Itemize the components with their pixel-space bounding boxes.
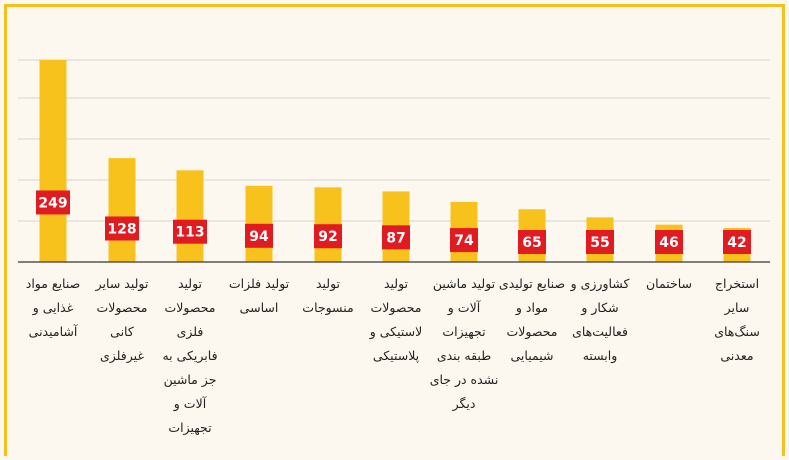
- x-tick-label: تولید محصولات فلزی فابریکی به جز ماشین آ…: [162, 276, 218, 435]
- value-label: 65: [522, 235, 541, 251]
- value-label-box: [245, 223, 273, 248]
- x-tick-label: کشاورزی و شکار و فعالیت‌های وابسته: [570, 276, 630, 363]
- value-label: 87: [386, 230, 405, 246]
- value-label-box: [382, 225, 410, 250]
- value-label-box: [655, 230, 683, 254]
- bar: [39, 60, 67, 262]
- value-label-box: [105, 216, 139, 241]
- x-tick-label: استخراج سایر سنگ‌های معدنی: [714, 276, 760, 363]
- x-tick-label: تولید سایر محصولات کانی غیرفلزی: [95, 276, 149, 363]
- value-label: 74: [454, 233, 474, 249]
- value-label: 46: [659, 235, 678, 251]
- x-tick-label: تولید ماشین آلات و تجهیزات طبقه بندی نشد…: [429, 276, 499, 411]
- value-label-box: [723, 230, 751, 254]
- value-label: 249: [38, 195, 67, 211]
- x-tick-label: تولید فلزات اساسی: [228, 276, 290, 315]
- value-label-box: [173, 219, 207, 244]
- value-label: 113: [175, 225, 204, 241]
- bar: [176, 170, 204, 262]
- x-tick-label: ساختمان: [646, 276, 692, 291]
- x-tick-label: صنایع تولیدی مواد و محصولات شیمیایی: [498, 276, 566, 363]
- x-tick-label: صنایع مواد غذایی و آشامیدنی: [25, 276, 81, 339]
- value-label-box: [450, 228, 478, 253]
- value-label: 42: [727, 235, 746, 251]
- value-label: 55: [590, 235, 609, 251]
- x-tick-label: تولید منسوجات: [302, 276, 354, 315]
- value-label: 128: [107, 221, 136, 237]
- bar: [108, 158, 136, 262]
- value-label-box: [36, 190, 70, 215]
- value-label-box: [518, 230, 546, 254]
- value-label-box: [586, 230, 614, 254]
- value-label: 92: [318, 229, 337, 245]
- value-label: 94: [249, 229, 269, 245]
- x-tick-label: تولید محصولات لاستیکی و پلاستیکی: [369, 276, 423, 363]
- value-label-box: [314, 224, 342, 249]
